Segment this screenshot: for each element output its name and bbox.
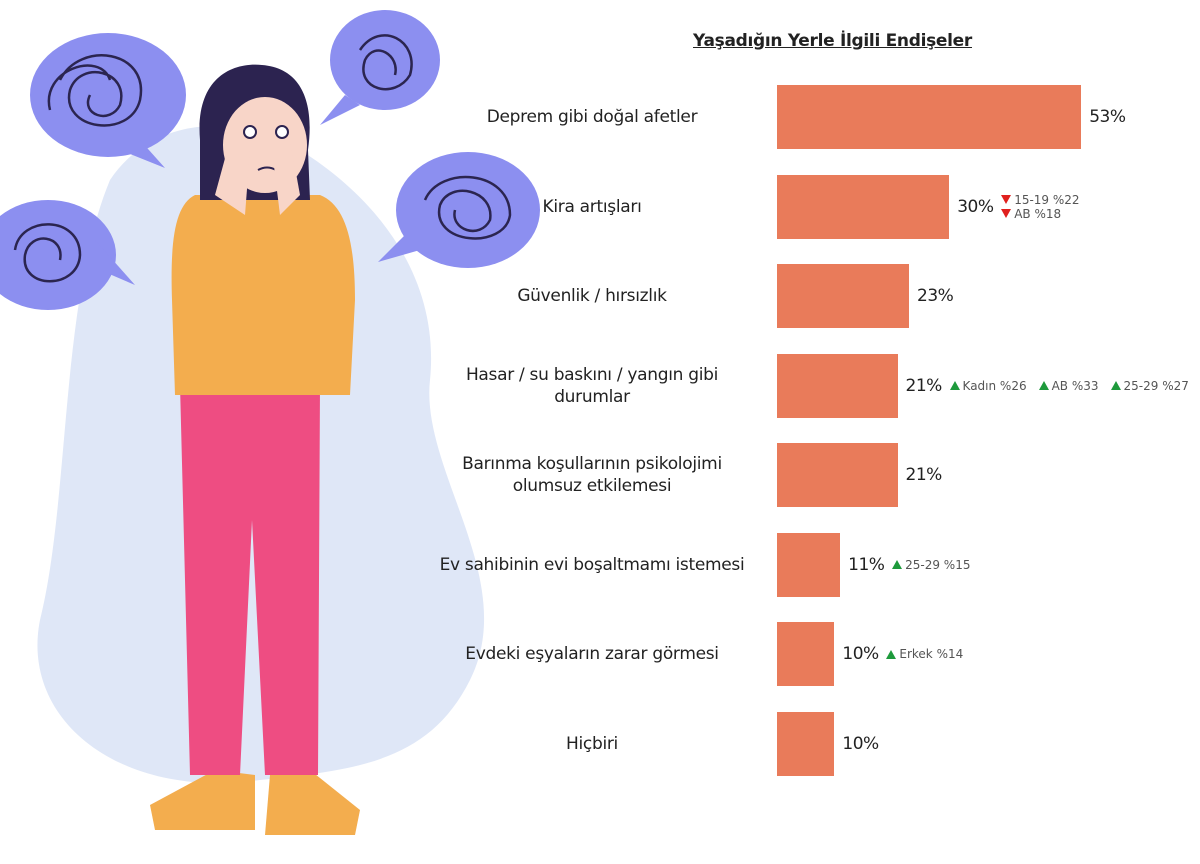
category-label: Evdeki eşyaların zarar görmesi [465,644,719,664]
note-text: AB %33 [1051,378,1099,393]
arrow-up [949,381,960,390]
category-label: Hiçbiri [566,733,618,754]
bar [777,85,1082,149]
note: AB %33 [1038,378,1099,393]
value-label: 10% [842,644,879,664]
value-label: 10% [842,733,879,754]
arrow-up [1110,381,1121,390]
value-label: 23% [917,286,954,306]
value-label: 11% [848,554,885,575]
bar-row: Evdeki eşyaların zarar görmesi 10% Erkek %… [0,622,1200,686]
value-label: 21% [905,465,943,485]
note-text: Erkek %14 [899,647,964,661]
arrow-up [886,649,897,659]
bar [777,711,835,776]
note-text: Kadın %26 [962,378,1027,393]
note-text: 15-19 %22 [1014,192,1080,207]
chart-title: Yaşadığın Yerle İlgili Endişeler [693,31,972,51]
notes: Kadın %26 AB %33 25-29 %27 [949,354,1189,418]
notes: Erkek %14 [886,622,963,686]
note: 25-29 %15 [892,558,970,572]
category-label: Güvenlik / hırsızlık [517,286,667,306]
bar [777,622,835,686]
bar [777,174,950,239]
category-label: Barınma koşullarının psikolojimi olumsuz… [462,454,722,496]
category-label: Ev sahibinin evi boşaltmamı istemesi [439,554,745,575]
note-text: AB %18 [1014,206,1062,221]
bar-row: Hasar / su baskını / yangın gibi durumla… [0,353,1200,418]
note: 25-29 %27 [1110,378,1189,393]
note: AB %18 [1001,207,1061,221]
bar [777,443,898,507]
bar [777,532,841,597]
bar-row: Ev sahibinin evi boşaltmamı istemesi 11% 2… [0,532,1200,597]
notes: 25-29 %15 [892,533,970,597]
bar-row: Barınma koşullarının psikolojimi olumsuz… [0,443,1200,507]
bar-row: Kira artışları 30% 15-19 %22 AB %18 [0,174,1200,239]
arrow-down [1001,195,1012,204]
bar-row: Güvenlik / hırsızlık 23% [0,264,1200,328]
category-label: Hasar / su baskını / yangın gibi durumla… [465,364,719,407]
bar-row: Deprem gibi doğal afetler 53% [0,85,1200,149]
category-label: Kira artışları [542,196,642,217]
bar-row: Hiçbiri 10% [0,711,1200,776]
bar [777,264,910,328]
value-label: 21% [905,375,943,396]
bar [777,353,898,418]
illustration [0,10,540,835]
note: Kadın %26 [949,378,1027,393]
arrow-down [1001,209,1012,218]
value-label: 30% [957,196,994,217]
note-text: 25-29 %27 [1123,378,1189,393]
category-label: Deprem gibi doğal afetler [486,107,698,127]
value-label: 53% [1089,107,1126,127]
note-text: 25-29 %15 [905,557,971,572]
notes: 15-19 %22 AB %18 [1001,175,1080,239]
arrow-up [892,560,903,569]
arrow-up [1038,381,1049,390]
note: 15-19 %22 [1001,192,1080,207]
note: Erkek %14 [886,647,963,661]
